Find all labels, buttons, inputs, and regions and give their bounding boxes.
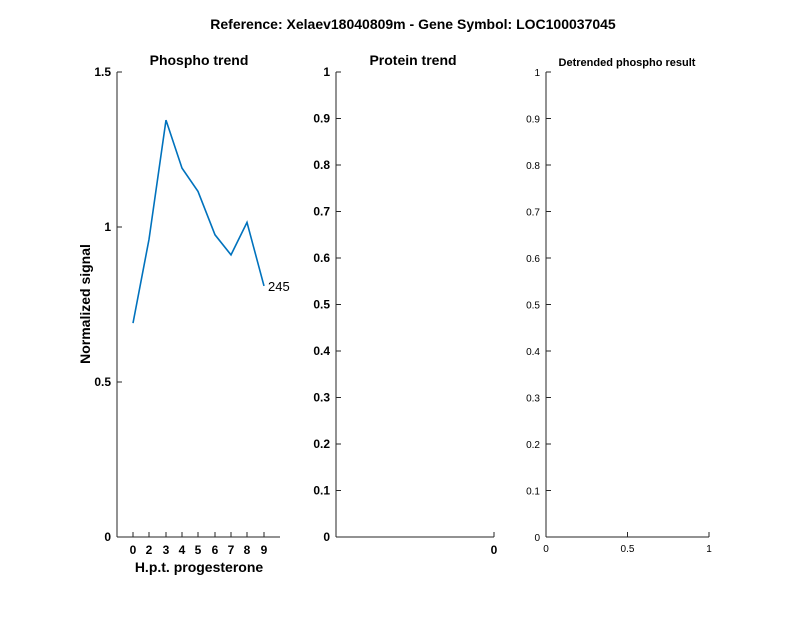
phospho-x-tick-label: 5 — [195, 543, 202, 557]
detrended-y-tick-label: 0.9 — [526, 115, 540, 126]
figure-suptitle: Reference: Xelaev18040809m - Gene Symbol… — [210, 16, 616, 32]
phospho-x-tick-label: 8 — [244, 543, 251, 557]
detrended-x-tick-label: 0.5 — [621, 544, 635, 555]
detrended-phospho-panel: Detrended phospho result 0 0.1 0.2 0.3 0.4 0.… — [526, 57, 712, 555]
detrended-y-tick-label: 0.1 — [526, 487, 540, 498]
phospho-x-tick-label: 2 — [146, 543, 153, 557]
phospho-annotation: 245 — [268, 279, 290, 294]
phospho-y-tick-label: 1 — [104, 220, 111, 234]
phospho-x-tick-label: 9 — [261, 543, 268, 557]
protein-x-tick-label: 0 — [491, 543, 498, 557]
detrended-phospho-title: Detrended phospho result — [559, 57, 696, 69]
detrended-y-tick-label: 0.5 — [526, 301, 540, 312]
protein-y-tick-label: 0.5 — [313, 298, 330, 312]
phospho-x-tick-label: 6 — [212, 543, 219, 557]
phospho-trend-title: Phospho trend — [150, 52, 249, 68]
detrended-y-tick-label: 0.2 — [526, 440, 540, 451]
phospho-series-line — [132, 119, 265, 324]
protein-y-tick-label: 0 — [323, 530, 330, 544]
detrended-y-tick-label: 0.4 — [526, 347, 540, 358]
detrended-y-tick-label: 0 — [534, 533, 540, 544]
protein-y-tick-label: 0.2 — [313, 437, 330, 451]
protein-y-tick-label: 0.8 — [313, 158, 330, 172]
phospho-y-axis-label: Normalized signal — [77, 244, 93, 364]
detrended-y-tick-label: 1 — [534, 68, 540, 79]
phospho-y-tick-label: 1.5 — [94, 65, 111, 79]
phospho-x-axis-label: H.p.t. progesterone — [135, 559, 264, 575]
detrended-y-tick-label: 0.7 — [526, 208, 540, 219]
detrended-y-tick-label: 0.8 — [526, 161, 540, 172]
phospho-x-tick-label: 0 — [130, 543, 137, 557]
detrended-x-tick-label: 1 — [706, 544, 712, 555]
detrended-y-tick-label: 0.6 — [526, 254, 540, 265]
protein-y-tick-label: 0.3 — [313, 391, 330, 405]
protein-y-tick-label: 0.9 — [313, 112, 330, 126]
detrended-y-tick-label: 0.3 — [526, 394, 540, 405]
phospho-x-tick-label: 7 — [228, 543, 235, 557]
detrended-x-tick-label: 0 — [543, 544, 549, 555]
protein-y-tick-label: 0.4 — [313, 344, 330, 358]
protein-y-tick-label: 0.6 — [313, 251, 330, 265]
protein-y-tick-label: 0.7 — [313, 205, 330, 219]
protein-trend-title: Protein trend — [369, 52, 456, 68]
phospho-y-tick-label: 0 — [104, 530, 111, 544]
phospho-y-tick-label: 0.5 — [94, 375, 111, 389]
phospho-x-tick-label: 4 — [179, 543, 186, 557]
protein-y-tick-label: 1 — [323, 65, 330, 79]
phospho-x-tick-label: 3 — [163, 543, 170, 557]
protein-y-tick-label: 0.1 — [313, 484, 330, 498]
protein-trend-panel: Protein trend 0 0.1 0.2 0.3 0.4 0.5 0.6 0.7 0.8 0… — [313, 52, 497, 557]
